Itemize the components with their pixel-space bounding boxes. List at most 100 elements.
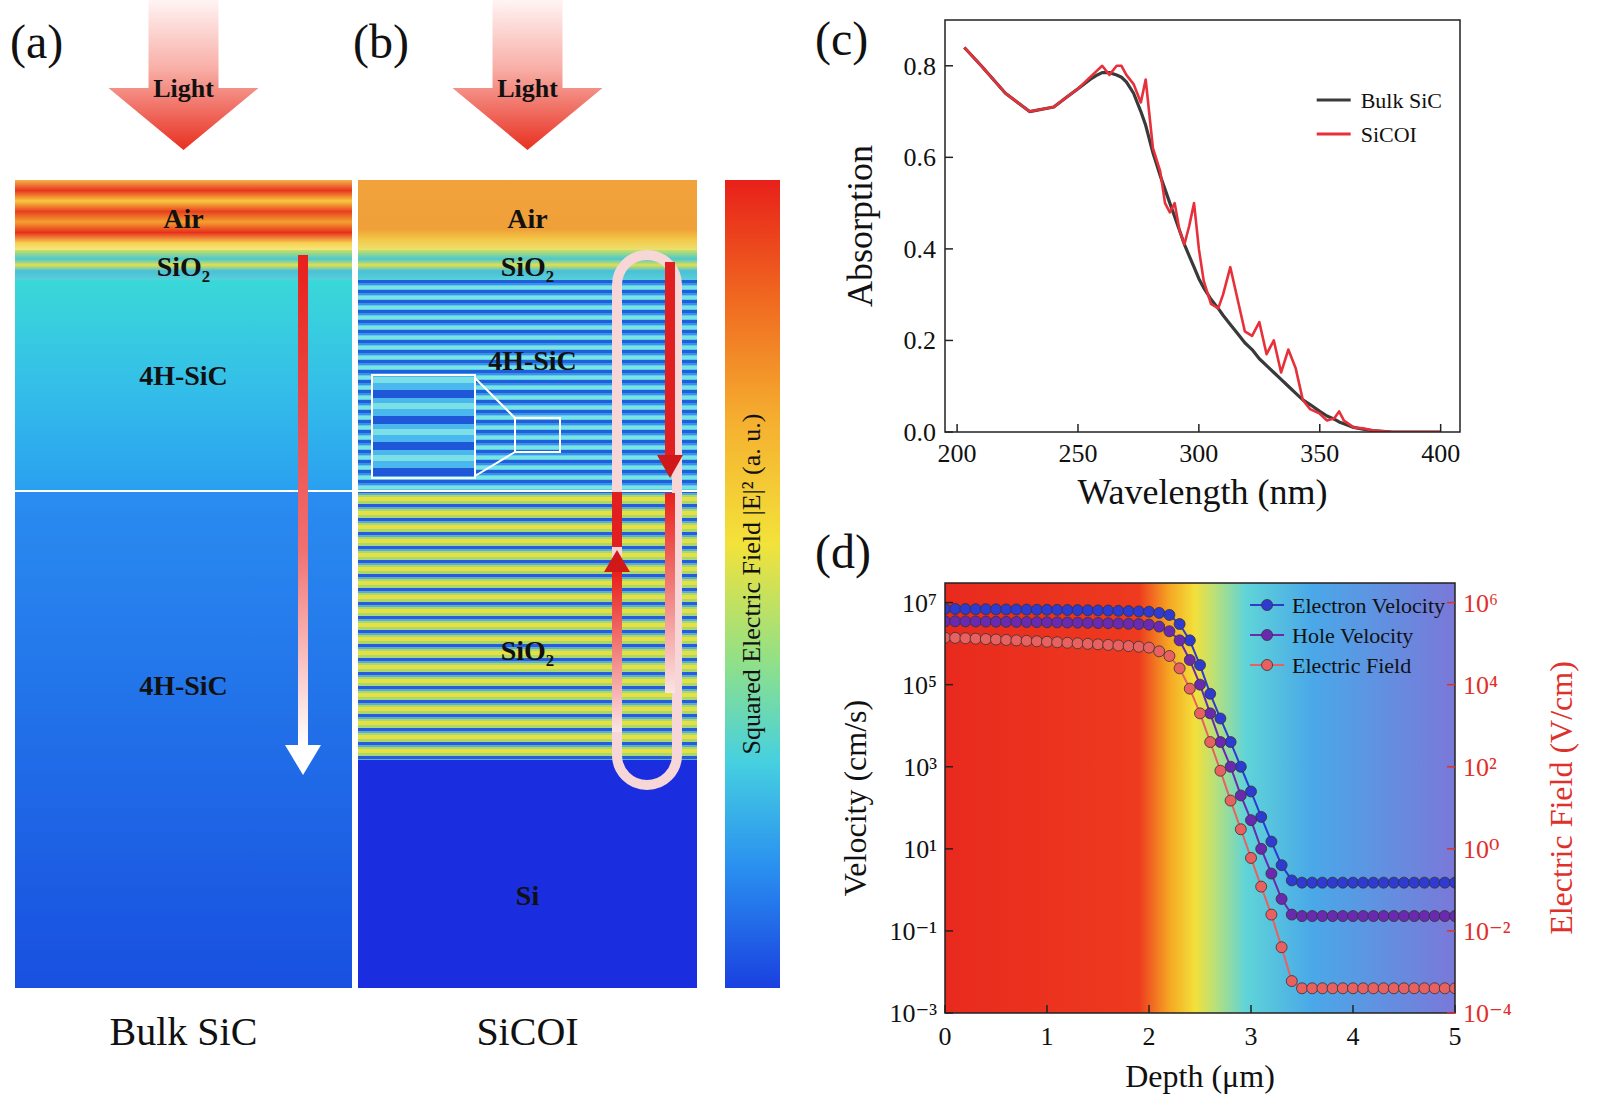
series-marker <box>1164 609 1175 620</box>
layer-label: Si <box>516 880 540 911</box>
layer-label: SiO₂ <box>501 635 555 666</box>
legend-label: Hole Velocity <box>1292 623 1413 648</box>
panel-letter: (b) <box>353 15 409 69</box>
series-marker <box>1103 605 1114 616</box>
series-marker <box>1399 911 1410 922</box>
series-marker <box>1419 877 1430 888</box>
layer-label: 4H-SiC <box>139 360 228 391</box>
series-marker <box>1011 635 1022 646</box>
series-marker <box>1429 877 1440 888</box>
series-marker <box>1225 737 1236 748</box>
series-marker <box>1042 604 1053 615</box>
series-marker <box>1113 618 1124 629</box>
series-marker <box>1246 852 1257 863</box>
series-marker <box>1388 877 1399 888</box>
y2-axis-title: Electric Field (V/cm) <box>1543 661 1579 935</box>
series-marker <box>1225 795 1236 806</box>
y-tick <box>945 65 953 67</box>
series-marker <box>1093 605 1104 616</box>
legend-label: SiCOI <box>1361 122 1417 147</box>
x-tick-label: 4 <box>1347 1022 1360 1051</box>
series-marker <box>1144 606 1155 617</box>
series-marker <box>1011 616 1022 627</box>
x-tick <box>956 424 958 432</box>
series-marker <box>1164 650 1175 661</box>
reflection-loop <box>617 255 677 785</box>
layer <box>15 180 352 250</box>
series-marker <box>1307 983 1318 994</box>
figure: LightAirSiO₂4H-SiC4H-SiCBulk SiC(a)Light… <box>0 0 1600 1111</box>
y2-tick <box>1447 930 1455 932</box>
x-tick <box>944 1005 946 1013</box>
series-marker <box>1297 877 1308 888</box>
series-line <box>945 621 1455 916</box>
series-marker <box>1174 619 1185 630</box>
reflection-arrowhead <box>604 550 630 572</box>
series-marker <box>950 632 961 643</box>
series-marker <box>1368 983 1379 994</box>
y2-tick-label: 10⁴ <box>1463 671 1498 700</box>
series-marker <box>1358 911 1369 922</box>
y-tick-label: 0.4 <box>904 235 937 264</box>
x-tick <box>1352 1005 1354 1013</box>
series-marker <box>1307 911 1318 922</box>
y2-tick <box>1447 684 1455 686</box>
series-marker <box>1327 983 1338 994</box>
light-arrow <box>453 0 603 150</box>
series-marker <box>1337 983 1348 994</box>
series-marker <box>1195 660 1206 671</box>
panel-0: LightAirSiO₂4H-SiC4H-SiCBulk SiC(a) <box>10 0 352 1054</box>
panel-1: LightAirSiO₂4H-SiCSiO₂SiSiCOI(b) <box>353 0 697 1054</box>
y-tick <box>945 248 953 250</box>
legend-swatch <box>1317 99 1351 102</box>
x-tick-label: 250 <box>1058 439 1097 468</box>
x-tick <box>1319 424 1321 432</box>
series-marker <box>1205 708 1216 719</box>
propagation-arrow <box>298 255 308 745</box>
y-tick-label: 10¹ <box>903 835 937 864</box>
series-marker <box>980 634 991 645</box>
y2-tick <box>1447 1012 1455 1014</box>
y-tick <box>945 431 953 433</box>
layer-label: Air <box>507 203 547 234</box>
series-marker <box>1429 983 1440 994</box>
series-marker <box>1450 983 1456 994</box>
series-marker <box>1256 843 1267 854</box>
series-marker <box>1052 604 1063 615</box>
series-marker <box>1388 983 1399 994</box>
y2-tick <box>1447 766 1455 768</box>
series-marker <box>980 616 991 627</box>
legend-label: Electron Velocity <box>1292 593 1445 618</box>
series-marker <box>1144 642 1155 653</box>
series-marker <box>1174 663 1185 674</box>
layer-label: SiO₂ <box>501 251 555 282</box>
y-tick <box>945 930 953 932</box>
y2-tick <box>1447 848 1455 850</box>
series-marker <box>1246 786 1257 797</box>
series-marker <box>1144 619 1155 630</box>
y-axis-title: Velocity (cm/s) <box>837 700 873 896</box>
series-marker <box>1184 683 1195 694</box>
series-marker <box>1062 637 1073 648</box>
series-marker <box>1246 815 1257 826</box>
series-marker <box>1001 634 1012 645</box>
series-marker <box>1439 877 1450 888</box>
legend-marker <box>1262 660 1273 671</box>
series-marker <box>1154 607 1165 618</box>
series-marker <box>1103 618 1114 629</box>
series-marker <box>1348 877 1359 888</box>
series-line <box>945 638 1455 989</box>
y-tick-label: 10³ <box>903 753 937 782</box>
plot-background <box>945 583 1455 1013</box>
propagation-arrowhead <box>285 745 321 775</box>
series-marker <box>1133 606 1144 617</box>
series-marker <box>1266 909 1277 920</box>
series-marker <box>960 616 971 627</box>
series-marker <box>1266 836 1277 847</box>
plot-area <box>945 603 1455 993</box>
series-marker <box>1450 911 1456 922</box>
series-marker <box>1317 877 1328 888</box>
reflection-arrow <box>612 492 622 547</box>
series-marker <box>1317 911 1328 922</box>
series-marker <box>991 604 1002 615</box>
